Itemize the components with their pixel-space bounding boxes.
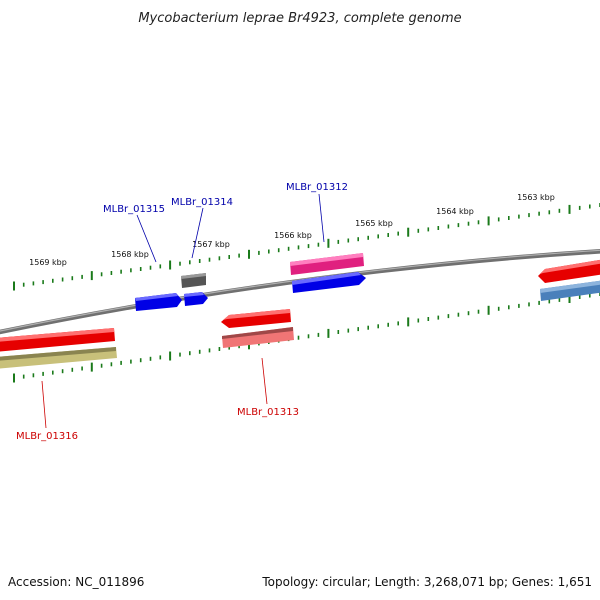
pink-feature-bar [290,253,364,275]
feature-bars [0,253,600,369]
khaki-feature-bar [0,347,117,369]
gene-leader-lines [41,193,325,429]
gene-label-MLBr_01316[interactable]: MLBr_01316 [16,431,78,442]
gene-labels: MLBr_01315 MLBr_01314 MLBr_01312 MLBr_01… [16,182,348,442]
gene-MLBr_01315-arrow[interactable] [135,293,182,311]
salmon-feature-bar [222,327,294,348]
gene-MLBr_01314-arrow[interactable] [184,292,208,306]
gene-MLBr_01313-arrow[interactable] [221,309,291,328]
ruler-tick-label: 1569 kbp [29,258,67,267]
ruler-outer-track [13,203,600,291]
accession-text: Accession: NC_011896 [8,575,144,589]
gene-label-MLBr_01312[interactable]: MLBr_01312 [286,182,348,193]
gene-label-MLBr_01313[interactable]: MLBr_01313 [237,407,299,418]
genome-title: Mycobacterium leprae Br4923, complete ge… [138,11,461,26]
genome-summary-text: Topology: circular; Length: 3,268,071 bp… [261,575,592,589]
steelblue-feature-bar [540,280,600,301]
gene-MLBr_01316-arrow[interactable] [0,328,115,352]
gene-label-MLBr_01315[interactable]: MLBr_01315 [103,204,165,215]
ruler-tick-label: 1564 kbp [436,207,474,216]
ruler-tick-labels: 1569 kbp 1568 kbp 1567 kbp 1566 kbp 1565 kbp… [29,193,555,267]
red-forward-right-bar [538,259,600,283]
ruler-tick-label: 1566 kbp [274,231,312,240]
ruler-tick-label: 1568 kbp [111,250,149,259]
ruler-tick-label: 1567 kbp [192,240,230,249]
ruler-tick-label: 1563 kbp [517,193,555,202]
gene-MLBr_01312-arrow[interactable] [292,272,366,293]
ruler-tick-label: 1565 kbp [355,219,393,228]
gray-feature-bar [181,273,206,288]
gene-label-MLBr_01314[interactable]: MLBr_01314 [171,197,233,208]
